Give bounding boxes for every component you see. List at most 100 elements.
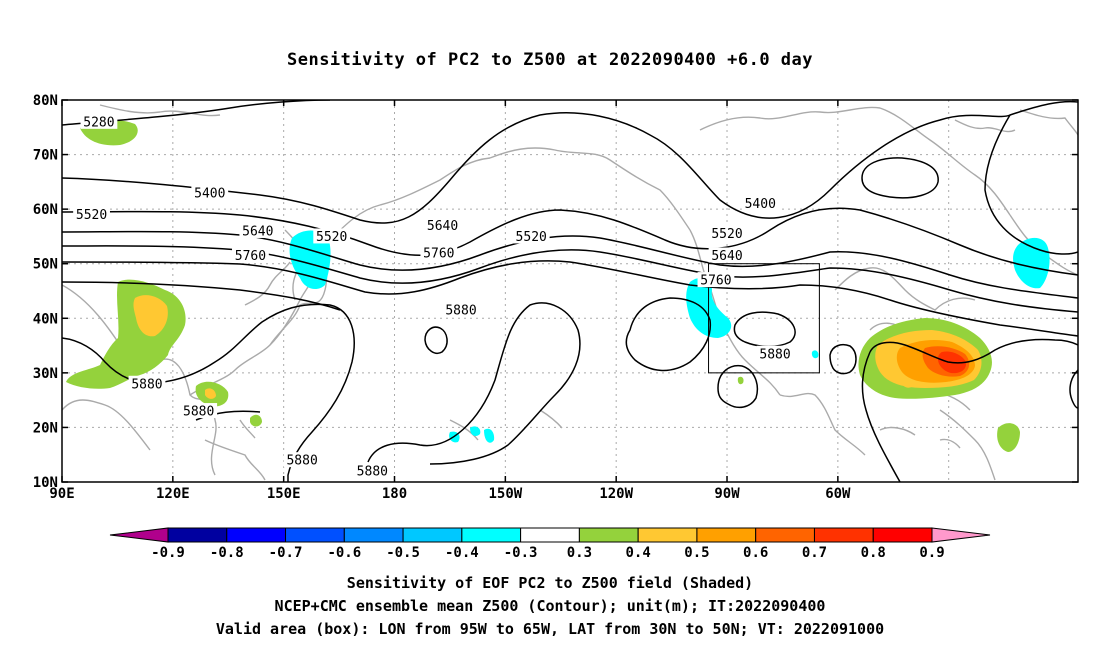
contour-label-bg: [180, 403, 218, 419]
valid-area-box: [708, 263, 820, 374]
contour-5880-g: [717, 364, 759, 409]
caption-line-1: Sensitivity of EOF PC2 to Z500 field (Sh…: [346, 574, 754, 592]
contour-label-bg: [313, 228, 351, 244]
contour-label-bg: [741, 195, 779, 211]
contour-label-bg: [708, 225, 746, 241]
colorbar-swatch-max: [931, 527, 991, 543]
lat-tick-label: 50N: [33, 257, 58, 273]
colorbar-label: -0.9: [151, 545, 185, 561]
colorbar-label: 0.4: [626, 545, 651, 561]
contour-5760: [62, 260, 1078, 337]
contour-label-bg: [697, 272, 735, 288]
contour-label-bg: [73, 206, 110, 222]
contour-5880-se: [1069, 369, 1078, 409]
colorbar-label: -0.8: [210, 545, 244, 561]
contour-label: 5520: [316, 230, 347, 245]
lon-tick-label: 150W: [488, 486, 522, 502]
contour-label-bg: [232, 247, 269, 263]
contour-label: 5880: [183, 405, 214, 420]
colorbar-swatch: [402, 527, 463, 543]
contour-label: 5880: [357, 465, 388, 480]
contour-label-bg: [191, 184, 229, 200]
contour-label: 5880: [759, 347, 790, 362]
lat-tick-label: 40N: [33, 311, 58, 327]
colorbar-label: 0.5: [684, 545, 709, 561]
contour-label: 5400: [194, 186, 225, 201]
colorbar-swatch: [696, 527, 757, 543]
contour-label-bg: [80, 113, 118, 129]
contour-5880-a: [62, 303, 355, 482]
shade-positive-region: [900, 377, 915, 388]
colorbar-swatch: [520, 527, 580, 543]
shade-negative-region: [484, 428, 495, 443]
colorbar-swatch-min: [109, 527, 169, 543]
colorbar-label: 0.6: [743, 545, 768, 561]
contour-5880-d: [424, 326, 448, 354]
contour-label: 5640: [427, 219, 458, 234]
contour-label-bg: [756, 345, 794, 361]
contour-label: 5640: [242, 224, 273, 239]
contour-label: 5760: [700, 274, 731, 289]
colorbar-swatch: [755, 527, 815, 543]
contour-label: 5880: [286, 454, 317, 469]
contour-label-bg: [420, 244, 458, 260]
colorbar-swatch: [285, 527, 345, 543]
shade-positive-region: [737, 376, 744, 385]
colorbar-label: -0.4: [445, 545, 479, 561]
map-frame-bg: [62, 100, 1078, 482]
latitude-tick-labels: 80N 70N 60N 50N 40N 30N 20N 10N: [33, 93, 1078, 491]
contour-label-bg: [353, 463, 391, 479]
contour-label-bg: [442, 302, 480, 318]
contour-5880-sw: [861, 351, 901, 482]
shade-positive-region: [997, 423, 1020, 452]
shade-positive-region: [250, 414, 262, 427]
lon-tick-label: 90E: [49, 486, 74, 502]
lon-tick-label: 120E: [156, 486, 190, 502]
map-title: Sensitivity of PC2 to Z500 at 2022090400…: [286, 50, 813, 70]
shade-positive-region: [205, 388, 216, 399]
colorbar-label: -0.3: [504, 545, 538, 561]
contour-label-bg: [283, 452, 321, 468]
colorbar-label: 0.8: [861, 545, 886, 561]
lat-tick-label: 70N: [33, 148, 58, 164]
colorbar-label: -0.7: [269, 545, 303, 561]
contour-label: 5880: [131, 377, 162, 392]
colorbar-swatch: [813, 527, 874, 543]
lon-tick-label: 120W: [599, 486, 633, 502]
lon-tick-label: 180: [382, 486, 407, 502]
contour-label-bg: [239, 222, 277, 238]
contour-label: 5760: [423, 246, 454, 261]
lat-tick-label: 80N: [33, 93, 58, 109]
longitude-tick-labels: 90E 120E 150E 180 150W 120W 90W 60W: [49, 100, 851, 502]
contour-5400-ne: [984, 114, 1078, 255]
shade-positive-region: [133, 295, 168, 337]
map-frame: [61, 99, 1079, 483]
contour-label-bg: [128, 375, 166, 391]
contour-label: 5760: [235, 249, 266, 264]
contour-label: 5280: [83, 115, 114, 130]
colorbar-swatch: [343, 527, 404, 543]
colorbar-swatch: [637, 527, 698, 543]
caption-line-2: NCEP+CMC ensemble mean Z500 (Contour); u…: [274, 597, 826, 615]
colorbar-label: 0.9: [919, 545, 944, 561]
lat-tick-label: 20N: [33, 420, 58, 436]
contour-5520: [62, 207, 1078, 276]
contour-5880-e: [625, 297, 712, 372]
lat-tick-label: 30N: [33, 366, 58, 382]
colorbar-swatch: [872, 527, 933, 543]
colorbar-label: -0.6: [327, 545, 361, 561]
shade-negative-region: [470, 426, 481, 436]
contour-5400: [62, 100, 1078, 224]
contour-5400-closed: [861, 157, 939, 199]
contour-5880-h: [829, 343, 857, 375]
contour-5880-c: [367, 302, 581, 465]
contour-label-bg: [708, 247, 746, 263]
colorbar-label: 0.3: [567, 545, 592, 561]
contour-label: 5520: [711, 227, 742, 242]
contour-label: 5520: [76, 208, 107, 223]
lat-tick-label: 60N: [33, 202, 58, 218]
lon-tick-label: 60W: [825, 486, 851, 502]
colorbar-swatch: [578, 527, 639, 543]
